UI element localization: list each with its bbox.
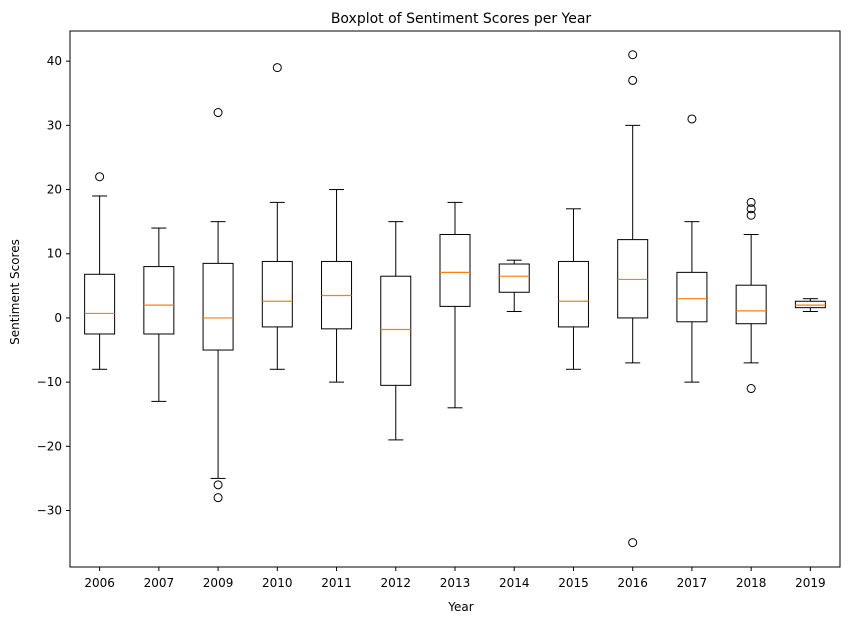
box-2007 — [143, 266, 175, 335]
x-tick-label: 2006 — [84, 576, 115, 590]
outlier-point — [746, 384, 756, 394]
outlier-point — [746, 197, 756, 207]
outlier-point — [213, 108, 223, 118]
x-tick-label: 2011 — [321, 576, 352, 590]
x-tick-label: 2014 — [499, 576, 530, 590]
box-2014 — [498, 263, 530, 293]
x-tick-label: 2019 — [795, 576, 826, 590]
y-axis-label: Sentiment Scores — [8, 239, 22, 345]
outlier-point — [746, 204, 756, 214]
box-2009 — [202, 262, 234, 351]
box-2017 — [676, 271, 708, 323]
box-2016 — [617, 239, 649, 319]
x-tick-label: 2013 — [440, 576, 471, 590]
box-2019 — [794, 300, 826, 309]
box-2010 — [261, 260, 293, 328]
box-2018 — [735, 284, 767, 325]
outlier-point — [628, 50, 638, 60]
y-tick-label: 30 — [47, 118, 62, 132]
outlier-point — [628, 75, 638, 85]
y-tick-label: 20 — [47, 183, 62, 197]
outlier-point — [213, 493, 223, 503]
outlier-point — [95, 172, 105, 182]
x-tick-label: 2009 — [203, 576, 234, 590]
box-2015 — [557, 260, 589, 328]
chart-title: Boxplot of Sentiment Scores per Year — [331, 11, 592, 27]
plot-area: −30 −20 −10 0 10 20 30 40 2006 2007 2009 2010 2011 20… — [37, 30, 841, 590]
box-2006 — [84, 273, 116, 335]
outlier-point — [628, 538, 638, 548]
y-tick-label: −20 — [37, 439, 62, 453]
x-tick-label: 2018 — [736, 576, 767, 590]
x-tick-label: 2012 — [380, 576, 411, 590]
y-tick-label: 0 — [54, 311, 62, 325]
outlier-point — [272, 63, 282, 73]
x-axis-label: Year — [447, 600, 473, 614]
x-tick-label: 2015 — [558, 576, 589, 590]
outlier-point — [687, 114, 697, 124]
x-tick-label: 2017 — [677, 576, 708, 590]
y-tick-label: −30 — [37, 504, 62, 518]
box-2013 — [439, 233, 471, 307]
y-tick-label: −10 — [37, 375, 62, 389]
x-tick-label: 2016 — [617, 576, 648, 590]
outlier-point — [213, 480, 223, 490]
y-tick-label: 40 — [47, 54, 62, 68]
x-tick-label: 2007 — [144, 576, 175, 590]
y-tick-label: 10 — [47, 247, 62, 261]
x-tick-label: 2010 — [262, 576, 293, 590]
outlier-point — [746, 210, 756, 220]
axes-frame — [69, 30, 841, 568]
box-2012 — [380, 275, 412, 386]
